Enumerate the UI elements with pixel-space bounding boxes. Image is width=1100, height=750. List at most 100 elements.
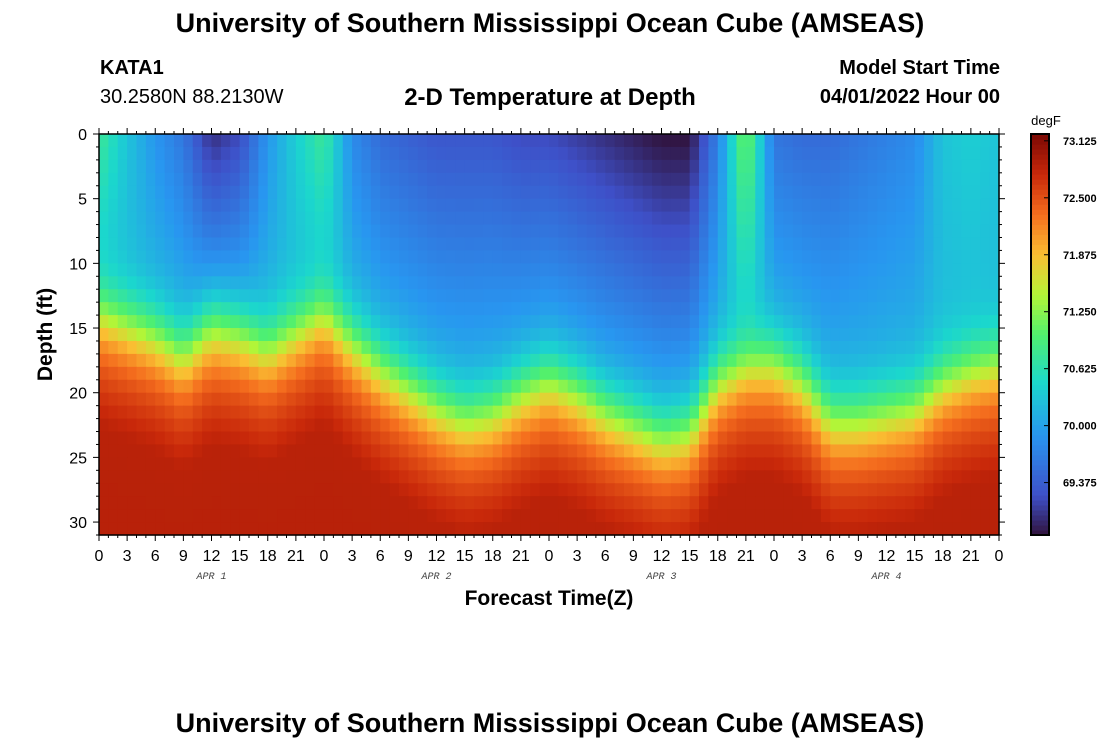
heatmap-cell <box>605 159 616 174</box>
colorbar-segment <box>1031 264 1049 270</box>
heatmap-cell <box>380 392 391 407</box>
heatmap-cell <box>99 134 109 148</box>
heatmap-cell <box>680 431 691 446</box>
heatmap-cell <box>239 172 250 187</box>
heatmap-cell <box>352 522 363 536</box>
heatmap-cell <box>699 366 709 381</box>
heatmap-cell <box>830 379 841 394</box>
heatmap-cell <box>417 470 428 484</box>
heatmap-cell <box>708 237 719 252</box>
heatmap-cell <box>155 276 166 290</box>
heatmap-cell <box>492 418 503 433</box>
heatmap-cell <box>595 276 606 290</box>
heatmap-cell <box>417 522 428 536</box>
heatmap-cell <box>774 509 784 523</box>
heatmap-cell <box>314 172 325 187</box>
heatmap-cell <box>886 405 897 420</box>
heatmap-cell <box>539 198 550 213</box>
heatmap-cell <box>530 224 541 239</box>
heatmap-cell <box>258 185 269 200</box>
heatmap-cell <box>239 250 250 264</box>
heatmap-cell <box>858 159 869 174</box>
heatmap-cell <box>258 134 269 148</box>
heatmap-cell <box>202 172 213 187</box>
heatmap-cell <box>99 302 109 316</box>
heatmap-cell <box>192 405 203 420</box>
heatmap-cell <box>324 483 334 497</box>
heatmap-cell <box>952 509 963 523</box>
heatmap-cell <box>239 302 250 316</box>
heatmap-cell <box>164 418 175 433</box>
heatmap-cell <box>464 159 475 174</box>
heatmap-cell <box>708 159 719 174</box>
heatmap-cell <box>549 198 559 213</box>
heatmap-cell <box>455 328 466 342</box>
heatmap-cell <box>924 237 934 252</box>
heatmap-cell <box>717 224 728 239</box>
heatmap-cell <box>942 146 953 161</box>
colorbar-segment <box>1031 499 1049 506</box>
heatmap-cell <box>820 405 831 420</box>
heatmap-cell <box>736 431 747 446</box>
x-tick-label: 9 <box>404 548 413 565</box>
heatmap-cell <box>989 366 1000 381</box>
heatmap-cell <box>970 509 981 523</box>
heatmap-cell <box>277 198 288 213</box>
heatmap-cell <box>492 198 503 213</box>
heatmap-cell <box>820 211 831 226</box>
heatmap-cell <box>652 159 663 174</box>
heatmap-cell <box>249 211 259 226</box>
heatmap-cell <box>127 134 138 148</box>
heatmap-cell <box>820 366 831 381</box>
heatmap-cell <box>211 353 222 368</box>
heatmap-cell <box>530 483 541 497</box>
heatmap-cell <box>408 328 419 342</box>
heatmap-cell <box>174 444 184 458</box>
heatmap-cell <box>530 211 541 226</box>
heatmap-cell <box>895 237 906 252</box>
heatmap-cell <box>352 405 363 420</box>
heatmap-cell <box>230 172 241 187</box>
heatmap-cell <box>399 250 409 264</box>
heatmap-cell <box>211 483 222 497</box>
heatmap-cell <box>952 483 963 497</box>
heatmap-cell <box>539 237 550 252</box>
heatmap-cell <box>895 198 906 213</box>
heatmap-cell <box>680 211 691 226</box>
heatmap-cell <box>755 146 766 161</box>
colorbar-segment <box>1031 524 1049 531</box>
heatmap-cell <box>164 146 175 161</box>
heatmap-cell <box>980 315 991 329</box>
heatmap-cell <box>586 211 597 226</box>
heatmap-cell <box>783 366 794 381</box>
heatmap-cell <box>399 134 409 148</box>
heatmap-cell <box>886 211 897 226</box>
heatmap-cell <box>811 431 822 446</box>
heatmap-cell <box>614 159 625 174</box>
heatmap-cell <box>774 134 784 148</box>
heatmap-cell <box>174 237 184 252</box>
heatmap-cell <box>361 250 372 264</box>
heatmap-cell <box>942 328 953 342</box>
heatmap-cell <box>652 470 663 484</box>
heatmap-cell <box>699 134 709 148</box>
heatmap-cell <box>895 496 906 510</box>
heatmap-cell <box>370 328 381 342</box>
heatmap-cell <box>858 263 869 277</box>
heatmap-cell <box>267 198 278 213</box>
heatmap-cell <box>961 340 972 355</box>
heatmap-cell <box>558 302 569 316</box>
heatmap-cell <box>324 405 334 420</box>
heatmap-cell <box>145 509 156 523</box>
heatmap-cell <box>314 418 325 433</box>
heatmap-cell <box>314 496 325 510</box>
heatmap-cell <box>642 405 653 420</box>
heatmap-cell <box>520 522 531 536</box>
heatmap-cell <box>352 172 363 187</box>
heatmap-cell <box>549 457 559 471</box>
heatmap-cell <box>717 444 728 458</box>
x-tick-label: 3 <box>573 548 582 565</box>
heatmap-cell <box>352 263 363 277</box>
heatmap-cell <box>277 224 288 239</box>
heatmap-cell <box>483 198 494 213</box>
